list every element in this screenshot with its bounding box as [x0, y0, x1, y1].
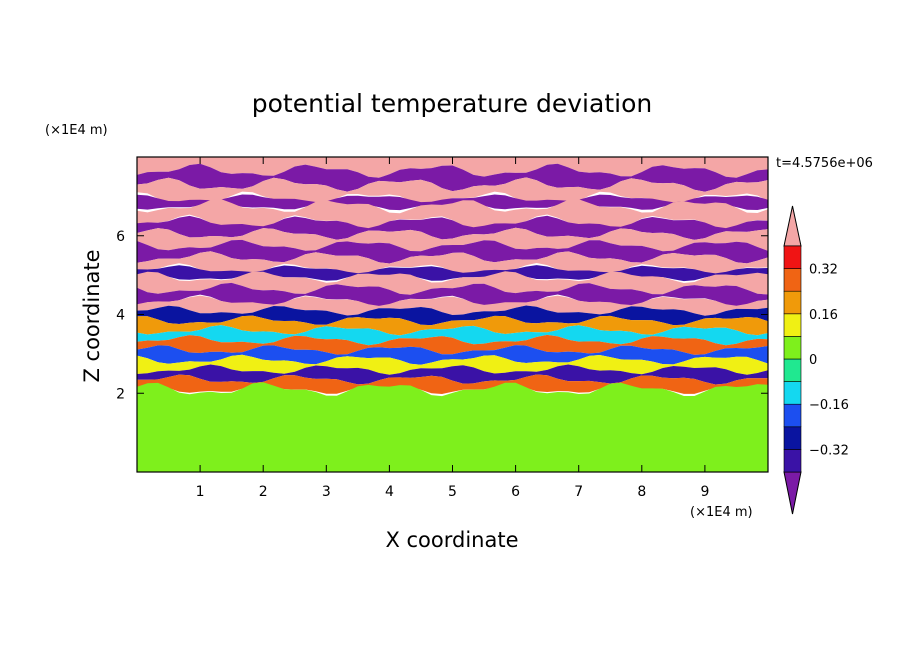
- contour-band: [137, 271, 768, 295]
- colorbar-segment: [783, 426, 802, 450]
- contour-band: [137, 345, 768, 365]
- contour-band: [137, 295, 768, 316]
- contour-band: [137, 282, 768, 307]
- colorbar-under-triangle: [783, 471, 802, 515]
- contour-band: [137, 215, 768, 240]
- colorbar-tick-label: 0: [809, 353, 817, 368]
- x-axis-label: X coordinate: [385, 528, 518, 552]
- colorbar-tick-label: −0.16: [809, 398, 849, 413]
- x-axis-ticks: 1 2 3 4 5 6 7 8 9: [196, 157, 709, 500]
- x-tick-label: 6: [511, 484, 520, 500]
- x-tick-label: 9: [700, 484, 709, 500]
- colorbar: 0.32 0.16 0 −0.16 −0.32: [783, 205, 849, 515]
- contour-band: [137, 239, 768, 264]
- y-unit-label: (×1E4 m): [45, 123, 108, 138]
- contour-layers: [137, 157, 768, 472]
- time-label: t=4.5756e+06: [776, 156, 873, 171]
- x-tick-label: 1: [196, 484, 205, 500]
- colorbar-segment: [783, 313, 802, 337]
- contour-band: [137, 251, 768, 276]
- x-tick-label: 7: [574, 484, 583, 500]
- y-axis-ticks: 2 4 6: [116, 229, 768, 402]
- contour-band: [137, 227, 768, 252]
- colorbar-segment: [783, 381, 802, 405]
- contour-band: [137, 325, 768, 346]
- colorbar-segment: [783, 268, 802, 292]
- contour-band: [137, 177, 768, 206]
- x-tick-label: 2: [259, 484, 268, 500]
- colorbar-segment: [783, 449, 802, 473]
- colorbar-segment: [783, 336, 802, 360]
- y-tick-label: 2: [116, 386, 125, 402]
- contour-band: [137, 157, 768, 178]
- contour-band: [137, 199, 768, 230]
- x-tick-label: 4: [385, 484, 394, 500]
- chart-title: potential temperature deviation: [252, 89, 652, 118]
- colorbar-tick-label: −0.32: [809, 443, 849, 458]
- contour-band: [137, 163, 768, 192]
- y-tick-label: 6: [116, 229, 125, 245]
- contour-band: [137, 364, 768, 385]
- contour-band: [137, 305, 768, 326]
- x-tick-label: 5: [448, 484, 457, 500]
- colorbar-tick-label: 0.16: [809, 308, 838, 323]
- colorbar-segment: [783, 358, 802, 382]
- contour-band: [137, 334, 768, 355]
- y-tick-label: 4: [116, 308, 125, 324]
- contour-band: [137, 382, 768, 472]
- colorbar-tick-label: 0.32: [809, 263, 838, 278]
- contour-band: [137, 265, 768, 282]
- x-tick-label: 3: [322, 484, 331, 500]
- contour-band: [137, 354, 768, 375]
- contour-band: [137, 374, 768, 394]
- y-axis-label: Z coordinate: [80, 249, 104, 382]
- colorbar-segment: [783, 290, 802, 315]
- colorbar-segment: [783, 245, 802, 269]
- colorbar-over-triangle: [783, 205, 802, 247]
- colorbar-segment: [783, 403, 802, 428]
- x-tick-label: 8: [637, 484, 646, 500]
- contour-band: [137, 315, 768, 336]
- contour-band: [137, 194, 768, 211]
- x-unit-label: (×1E4 m): [690, 505, 753, 520]
